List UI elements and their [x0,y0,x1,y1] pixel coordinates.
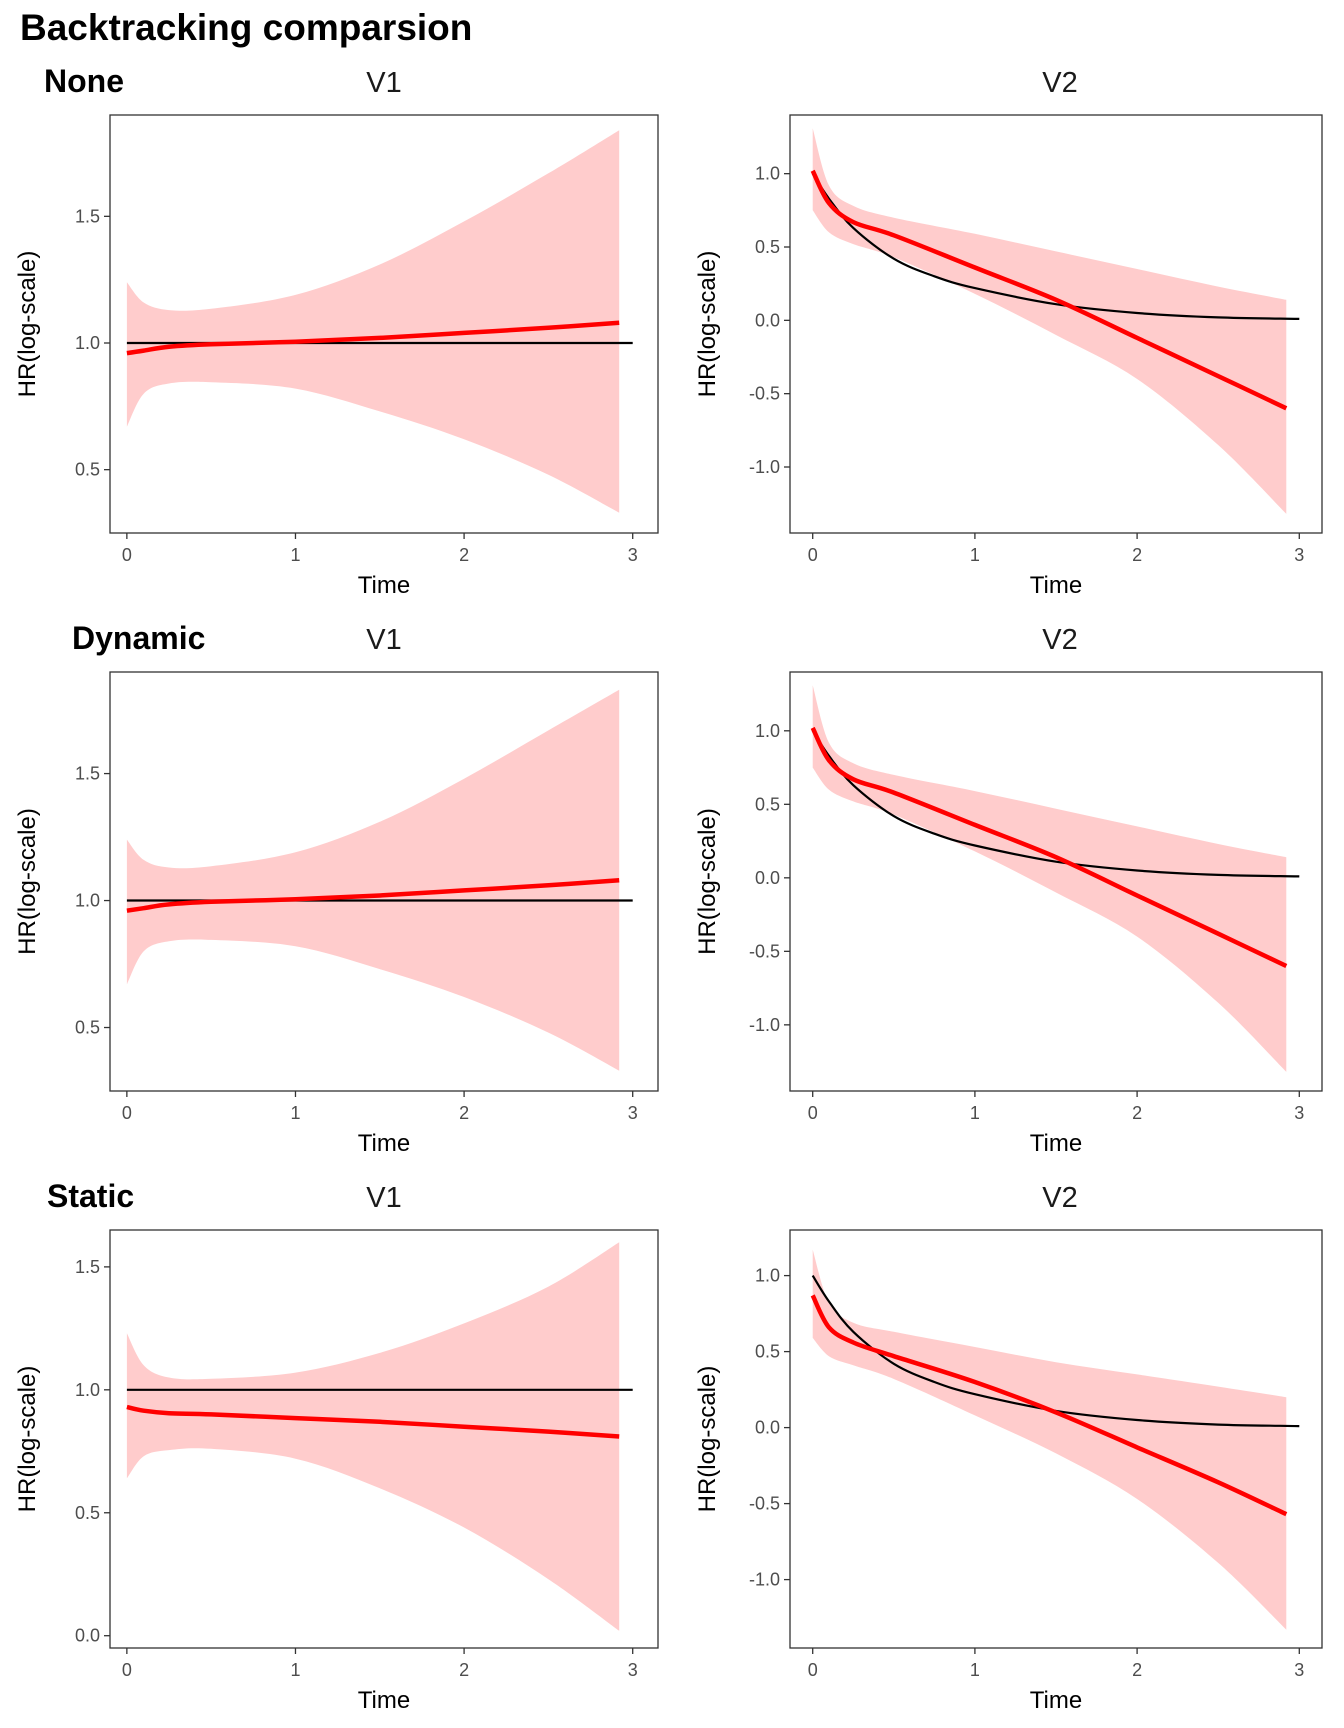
row-label-static: Static [47,1178,134,1214]
x-tick-label: 2 [459,1103,469,1123]
y-tick-label: 1.0 [75,891,100,911]
y-tick-label: 1.5 [75,764,100,784]
x-tick-label: 2 [459,1660,469,1680]
x-tick-label: 2 [1132,545,1142,565]
y-axis-label: HR(log-scale) [694,1366,721,1513]
panel-border [109,1229,659,1649]
panel-none-v2: V2 -1.0 -0.5 0.0 0.5 1.0 0 1 2 3 Time HR(log-scale) [694,67,1323,599]
y-axis-label: HR(log-scale) [14,251,41,398]
y-tick-label: 0.0 [755,868,780,888]
panel-dynamic-v1: V1 0.5 1.0 1.5 0 1 2 3 Time HR(log-scale) [14,624,659,1157]
x-tick-label: 2 [1132,1660,1142,1680]
estimate-line [126,320,620,356]
y-tick-label: -1.0 [749,1015,780,1035]
x-tick-label: 0 [808,1103,818,1123]
x-axis-label: Time [358,1687,410,1714]
y-tick-label: 0.5 [75,1018,100,1038]
confidence-band [126,1242,620,1631]
confidence-band [126,130,620,513]
x-tick-label: 2 [1132,1103,1142,1123]
estimate-line [810,726,1288,969]
panel-border [109,114,659,534]
y-tick-label: 1.0 [755,1266,780,1286]
panel-none-v1: V1 0.5 1.0 1.5 0 1 2 3 Time HR(log-scale) [14,67,659,599]
y-tick-label: -0.5 [749,384,780,404]
x-tick-label: 1 [970,1103,980,1123]
x-tick-label: 1 [290,1103,300,1123]
panel-title: V1 [366,1182,401,1214]
y-axis-label: HR(log-scale) [694,251,721,398]
panel-title: V1 [366,624,401,656]
estimate-line [810,169,1288,411]
y-tick-label: 0.5 [75,460,100,480]
y-tick-label: 0.5 [75,1503,100,1523]
y-tick-label: -1.0 [749,1570,780,1590]
row-label-dynamic: Dynamic [72,620,205,656]
y-tick-label: 1.0 [75,1380,100,1400]
x-axis-label: Time [358,572,410,599]
x-axis-label: Time [1030,572,1082,599]
x-tick-label: 2 [459,545,469,565]
row-label-none: None [44,63,124,99]
y-tick-label: 0.0 [755,1418,780,1438]
x-tick-label: 3 [1294,1660,1304,1680]
panel-title: V2 [1042,624,1077,656]
y-tick-label: 0.5 [755,237,780,257]
true-effect-line [811,1275,1300,1428]
y-tick-label: -0.5 [749,941,780,961]
y-tick-label: 0.0 [755,310,780,330]
x-tick-label: 1 [290,545,300,565]
y-tick-label: 1.5 [75,206,100,226]
confidence-band [812,1249,1287,1630]
panel-title: V2 [1042,1182,1077,1214]
x-tick-label: 3 [628,1103,638,1123]
panel-border [109,671,659,1092]
confidence-band [812,685,1287,1072]
panel-border [789,1229,1323,1649]
panel-title: V1 [366,67,401,99]
confidence-band [812,128,1287,514]
y-tick-label: 1.0 [755,164,780,184]
estimate-line [126,877,620,913]
x-tick-label: 1 [970,1660,980,1680]
x-tick-label: 3 [1294,545,1304,565]
y-tick-label: 1.0 [755,721,780,741]
x-tick-label: 3 [628,545,638,565]
figure-title: Backtracking comparsion [20,7,472,48]
x-tick-label: 0 [122,1660,132,1680]
x-axis-label: Time [358,1130,410,1157]
x-tick-label: 3 [1294,1103,1304,1123]
panel-border [789,114,1323,534]
panel-static-v1: V1 0.0 0.5 1.0 1.5 0 1 2 3 Time HR(log-scale) [14,1182,659,1714]
y-tick-label: 0.0 [75,1626,100,1646]
x-tick-label: 0 [122,1103,132,1123]
x-tick-label: 0 [122,545,132,565]
y-axis-label: HR(log-scale) [694,808,721,955]
y-tick-label: -0.5 [749,1494,780,1514]
x-tick-label: 3 [628,1660,638,1680]
x-axis-label: Time [1030,1130,1082,1157]
x-axis-label: Time [1030,1687,1082,1714]
y-tick-label: -1.0 [749,457,780,477]
y-tick-label: 0.5 [755,1342,780,1362]
estimate-line [810,1294,1288,1517]
panel-border [789,671,1323,1092]
y-tick-label: 0.5 [755,794,780,814]
estimate-line [126,1404,620,1439]
y-axis-label: HR(log-scale) [14,808,41,955]
y-tick-label: 1.5 [75,1257,100,1277]
x-tick-label: 1 [290,1660,300,1680]
panel-static-v2: V2 -1.0 -0.5 0.0 0.5 1.0 0 1 2 3 Time HR(log-scale) [694,1182,1323,1714]
x-tick-label: 0 [808,545,818,565]
panel-title: V2 [1042,67,1077,99]
confidence-band [126,689,620,1071]
y-axis-label: HR(log-scale) [14,1366,41,1513]
y-tick-label: 1.0 [75,333,100,353]
panel-dynamic-v2: V2 -1.0 -0.5 0.0 0.5 1.0 0 1 2 3 Time HR(log-scale) [694,624,1323,1157]
x-tick-label: 1 [970,545,980,565]
x-tick-label: 0 [808,1660,818,1680]
